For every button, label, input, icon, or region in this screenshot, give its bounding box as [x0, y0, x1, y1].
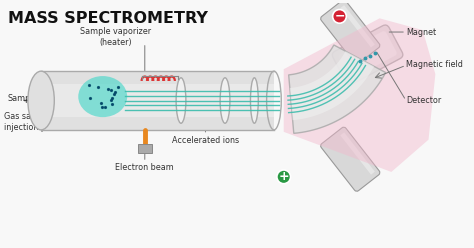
Ellipse shape: [220, 78, 230, 123]
Bar: [41, 71, 274, 130]
FancyBboxPatch shape: [320, 127, 380, 191]
Bar: [41, 84, 274, 117]
Text: MASS SPECTROMETRY: MASS SPECTROMETRY: [8, 10, 208, 26]
Text: Magnetic field: Magnetic field: [406, 60, 463, 69]
Text: +: +: [278, 170, 289, 183]
Ellipse shape: [78, 76, 127, 117]
Bar: [138, 144, 152, 153]
Polygon shape: [290, 51, 374, 120]
Polygon shape: [284, 18, 435, 172]
Text: Sample vaporizer
(heater): Sample vaporizer (heater): [80, 27, 151, 47]
Text: Electron beam: Electron beam: [116, 162, 174, 172]
FancyBboxPatch shape: [332, 25, 403, 85]
Text: −: −: [334, 10, 345, 23]
Text: Magnet: Magnet: [406, 28, 436, 36]
Ellipse shape: [250, 78, 258, 123]
Circle shape: [333, 9, 346, 23]
Text: Gas sample
injection point: Gas sample injection point: [4, 112, 61, 132]
Circle shape: [277, 170, 291, 184]
Bar: [340, 5, 375, 47]
Text: Sample: Sample: [8, 94, 38, 103]
Bar: [340, 132, 375, 175]
FancyBboxPatch shape: [338, 31, 397, 79]
Ellipse shape: [176, 78, 186, 123]
Polygon shape: [289, 45, 386, 133]
Text: Detector: Detector: [406, 96, 441, 105]
Text: Accelerated ions: Accelerated ions: [172, 136, 239, 145]
Ellipse shape: [28, 71, 55, 130]
FancyBboxPatch shape: [320, 0, 380, 64]
